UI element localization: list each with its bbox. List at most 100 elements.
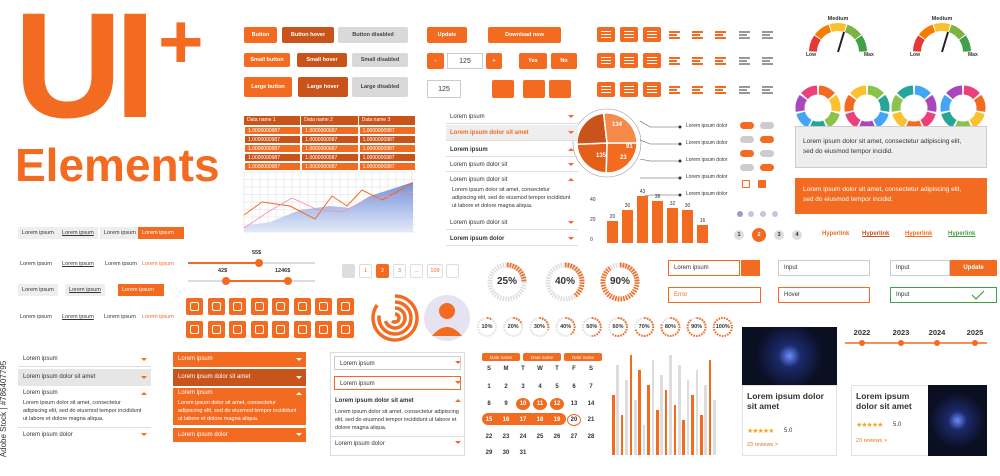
date[interactable]: 14 [587, 400, 595, 407]
dropdown-item[interactable]: Lorem ipsum [23, 390, 58, 396]
date[interactable]: 21 [587, 417, 595, 423]
card-reviews[interactable]: 23 reviews > [747, 442, 779, 448]
breadcrumb[interactable]: Lorem ipsum [20, 261, 52, 267]
hyperlink[interactable]: Hyperlink [822, 231, 850, 237]
date[interactable]: 3 [521, 384, 525, 390]
date[interactable]: 28 [587, 433, 595, 440]
date[interactable]: 29 [485, 450, 493, 456]
breadcrumb[interactable]: Lorem ipsum [100, 227, 140, 239]
page-button[interactable]: ... [410, 264, 423, 278]
breadcrumb[interactable]: Lorem ipsum [104, 314, 136, 320]
date[interactable]: 12 [550, 397, 564, 410]
date[interactable]: 9 [504, 400, 508, 407]
search-input[interactable]: Lorem ipsum [668, 260, 740, 276]
toggle[interactable] [740, 150, 754, 157]
breadcrumb[interactable]: Lorem ipsum [142, 261, 174, 267]
date[interactable]: 20 [567, 414, 581, 426]
breadcrumb[interactable]: Lorem ipsum [20, 314, 52, 320]
date[interactable]: 10 [516, 397, 530, 410]
date[interactable]: 1 [487, 384, 491, 390]
page-next[interactable] [446, 264, 459, 278]
dropdown-item[interactable]: Lorem ipsum [334, 356, 461, 370]
download-button[interactable]: Download now [488, 27, 561, 43]
date[interactable]: 7 [589, 384, 593, 390]
dropdown-item[interactable]: Lorem ipsum [173, 352, 306, 367]
button[interactable]: Button disabled [338, 27, 408, 43]
breadcrumb[interactable]: Lorem ipsum [118, 284, 164, 296]
breadcrumb[interactable]: Lorem ipsum [62, 314, 94, 320]
page-button[interactable]: 2 [376, 264, 389, 278]
date[interactable]: 4 [538, 384, 542, 390]
dropdown-item[interactable]: Lorem ipsum [178, 390, 213, 396]
date[interactable]: 24 [519, 433, 527, 440]
date[interactable]: 27 [570, 433, 578, 440]
date[interactable]: 2 [504, 384, 508, 390]
button[interactable]: Button hover [282, 27, 334, 43]
date[interactable]: 18 [536, 417, 544, 423]
step[interactable]: 2 [752, 228, 766, 242]
hyperlink[interactable]: Hyperlink [862, 231, 890, 237]
toggle[interactable] [740, 136, 754, 143]
date[interactable]: 13 [570, 400, 578, 407]
dropdown-item[interactable]: Lorem ipsum dolor sit amet [173, 369, 306, 386]
stepper-minus[interactable]: - [427, 53, 444, 69]
accordion-item[interactable]: Lorem ipsum dolor sit [450, 177, 508, 183]
slider-knob[interactable] [222, 277, 230, 285]
error-input[interactable]: Error [668, 287, 761, 303]
toggle[interactable] [760, 150, 774, 157]
stepper-value[interactable]: 125 [447, 53, 483, 69]
toggle[interactable] [760, 164, 774, 171]
date[interactable]: 31 [519, 450, 527, 456]
page-button[interactable]: 109 [427, 264, 443, 278]
button[interactable]: Large button [244, 77, 292, 97]
toggle[interactable] [740, 164, 754, 171]
button[interactable]: Small disabled [352, 53, 408, 67]
update-button[interactable]: Update [427, 27, 467, 43]
date[interactable]: 11 [533, 397, 547, 410]
date[interactable]: 17 [519, 417, 527, 423]
date[interactable]: 15 [485, 417, 493, 423]
accordion-item[interactable]: Lorem ipsum dolor sit amet [446, 125, 578, 141]
prev-button[interactable] [523, 80, 545, 98]
breadcrumb[interactable]: Lorem ipsum [18, 284, 58, 296]
button[interactable]: Button [244, 27, 277, 43]
stepper-plus[interactable]: + [486, 53, 502, 69]
page-button[interactable]: 1 [359, 264, 372, 278]
text-input[interactable]: Input [890, 260, 950, 276]
date[interactable]: 23 [502, 433, 510, 440]
toggle[interactable] [760, 122, 774, 129]
date[interactable]: 8 [487, 400, 491, 407]
button[interactable]: Large disabled [352, 77, 408, 97]
hyperlink[interactable]: Hyperlink [948, 231, 976, 237]
hyperlink[interactable]: Hyperlink [905, 231, 933, 237]
date[interactable]: 22 [485, 433, 493, 440]
accordion-item[interactable]: Lorem ipsum [446, 143, 578, 157]
date[interactable]: 26 [553, 433, 561, 440]
yes-button[interactable]: Yes [519, 53, 547, 69]
button[interactable]: Large hover [298, 77, 348, 97]
hover-input[interactable]: Hover [778, 287, 870, 303]
dropdown-item[interactable]: Lorem ipsum dolor [173, 427, 306, 442]
update-button[interactable]: Update [950, 260, 997, 276]
slider-knob[interactable] [255, 259, 263, 267]
page-prev[interactable] [342, 264, 355, 278]
date[interactable]: 5 [555, 384, 559, 390]
accordion-item[interactable]: Lorem ipsum dolor sit [446, 216, 578, 230]
toggle[interactable] [740, 122, 754, 129]
no-button[interactable]: No [551, 53, 577, 69]
breadcrumb[interactable]: Lorem ipsum [138, 227, 184, 239]
breadcrumb[interactable]: Lorem ipsum [142, 314, 174, 320]
dropdown-item[interactable]: Lorem ipsum [334, 376, 461, 390]
success-input[interactable]: Input [890, 287, 997, 303]
step[interactable]: 4 [792, 230, 802, 240]
slider-knob[interactable] [284, 277, 292, 285]
step[interactable]: 1 [734, 230, 744, 240]
breadcrumb[interactable]: Lorem ipsum [105, 261, 137, 267]
button[interactable]: Small button [244, 53, 290, 67]
breadcrumb[interactable]: Lorem ipsum [65, 284, 105, 296]
dropdown-item[interactable]: Lorem ipsum dolor [18, 427, 151, 442]
date[interactable]: 30 [502, 450, 510, 456]
checkbox[interactable] [742, 180, 750, 188]
date[interactable]: 19 [553, 417, 561, 423]
accordion-item[interactable]: Lorem ipsum dolor [446, 232, 578, 246]
